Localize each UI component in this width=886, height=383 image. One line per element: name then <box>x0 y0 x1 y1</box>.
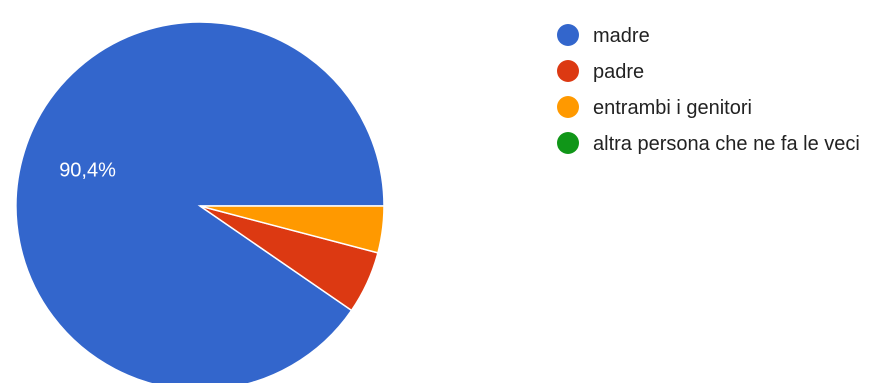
legend-swatch-icon <box>557 24 579 46</box>
legend-label: entrambi i genitori <box>593 97 752 119</box>
chart-legend: madre padre entrambi i genitori altra perso… <box>557 22 877 166</box>
legend-item: altra persona che ne fa le veci <box>557 130 877 158</box>
legend-item: padre <box>557 58 877 86</box>
legend-swatch-icon <box>557 60 579 82</box>
legend-label: madre <box>593 25 650 47</box>
legend-item: madre <box>557 22 877 50</box>
pie-slice-entrambi-i-genitori <box>199 205 385 254</box>
legend-label: altra persona che ne fa le veci <box>593 133 860 155</box>
legend-swatch-icon <box>557 96 579 118</box>
legend-item: entrambi i genitori <box>557 94 877 122</box>
data-label-madre: 90,4% <box>59 159 116 181</box>
legend-label: padre <box>593 61 645 83</box>
legend-swatch-icon <box>557 132 579 154</box>
pie-slice-madre <box>15 21 385 383</box>
